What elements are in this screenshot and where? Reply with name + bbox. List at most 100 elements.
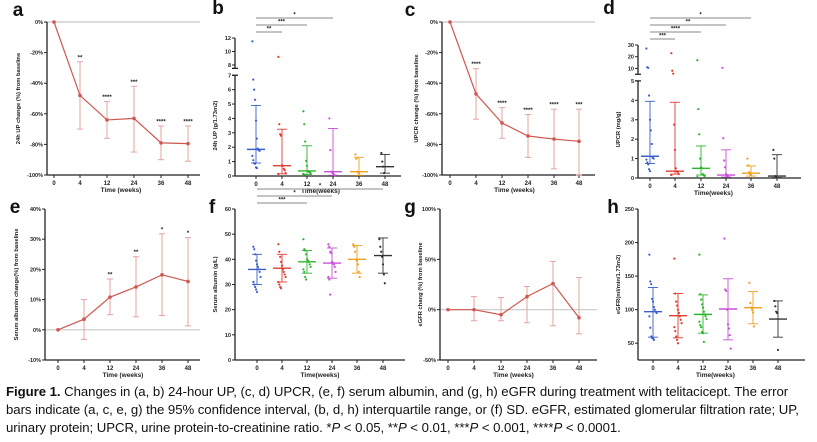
comparison-label: * xyxy=(293,13,296,19)
data-point xyxy=(277,172,280,175)
data-point xyxy=(748,281,751,284)
x-tick-label: 48 xyxy=(576,366,583,372)
data-point xyxy=(254,98,257,101)
data-point xyxy=(676,171,679,174)
comparison-label: ** xyxy=(686,20,691,26)
panel-h: 50 100 150 200 250 0 4 12 24 36 48 Time(weeks) eGFR(… xyxy=(605,195,809,381)
data-point xyxy=(726,323,730,326)
series-line xyxy=(53,21,189,145)
data-point xyxy=(700,326,703,329)
y-axis-label: UPCR (mg/g) xyxy=(616,112,622,148)
y-tick-label: 10 xyxy=(225,49,231,55)
data-point xyxy=(355,259,359,262)
x-tick-label: 36 xyxy=(159,366,166,372)
data-point xyxy=(251,154,254,157)
data-point xyxy=(670,52,673,55)
data-point xyxy=(701,306,705,309)
data-point xyxy=(776,348,780,352)
data-point xyxy=(750,306,753,309)
panel-c: 0% -20% -40% -60% -80% -100% 0 4 12 24 36 48 Time (w… xyxy=(405,0,609,194)
data-point xyxy=(704,315,707,318)
x-tick-label: 4 xyxy=(673,184,677,190)
data-point xyxy=(701,332,705,335)
panel-b: 0 1 2 3 4 5 6 7 8 10 12 0 4 12 24 36 48 Time(weeks) 24h UP… xyxy=(205,0,409,195)
data-point xyxy=(728,334,731,337)
y-tick-label: -20% xyxy=(425,51,438,57)
significance-label: *** xyxy=(575,103,583,109)
data-point xyxy=(698,253,701,256)
data-point xyxy=(676,308,680,311)
x-tick-label: 0 xyxy=(448,181,452,187)
series-line xyxy=(57,274,189,331)
y-axis-label: 24h UP change (%) from baseline xyxy=(16,52,22,144)
data-point xyxy=(327,243,330,246)
x-tick-label: 36 xyxy=(551,181,558,187)
data-point xyxy=(333,174,336,177)
series-line xyxy=(448,282,580,319)
data-point xyxy=(252,280,255,284)
data-point xyxy=(696,59,699,62)
x-tick-label: 0 xyxy=(648,184,652,190)
data-point xyxy=(252,78,255,81)
data-point xyxy=(670,173,673,177)
data-point xyxy=(500,121,504,125)
panel-letter: d xyxy=(603,0,615,19)
significance-label: **** xyxy=(549,103,559,109)
data-point xyxy=(327,275,330,279)
y-tick-label: 7 xyxy=(228,73,231,79)
y-tick-label: 40% xyxy=(30,207,41,213)
panel-letter: a xyxy=(13,0,24,21)
data-point xyxy=(526,134,530,138)
data-point xyxy=(186,279,190,284)
data-point xyxy=(680,321,683,325)
series-line xyxy=(449,21,580,142)
x-tick-label: 4 xyxy=(474,181,478,187)
data-point xyxy=(278,123,281,126)
data-point xyxy=(252,159,255,162)
data-point xyxy=(648,118,652,121)
data-point xyxy=(647,66,650,69)
data-point xyxy=(749,301,752,305)
data-point xyxy=(697,107,700,111)
data-point xyxy=(678,315,681,318)
x-tick-label: 48 xyxy=(576,181,583,187)
y-tick-label: 3 xyxy=(631,118,634,124)
data-point xyxy=(305,278,308,281)
data-point xyxy=(673,148,677,151)
x-axis-label: Time(weeks) xyxy=(696,372,735,379)
data-point xyxy=(651,300,655,303)
x-tick-label: 36 xyxy=(748,184,755,190)
data-point xyxy=(699,324,702,327)
data-point xyxy=(328,278,331,281)
x-tick-label: 24 xyxy=(725,366,732,372)
y-tick-label: 30 xyxy=(628,43,634,49)
x-axis-label: Time (weeks) xyxy=(494,187,535,194)
y-tick-label: 4 xyxy=(631,98,635,104)
comparison-label: * xyxy=(699,13,702,19)
chart-c: 0% -20% -40% -60% -80% -100% 0 4 12 24 36 48 Time (w… xyxy=(405,0,595,194)
data-point xyxy=(354,250,357,253)
x-tick-label: 12 xyxy=(107,366,114,372)
y-tick-label: -40% xyxy=(30,81,43,87)
data-point xyxy=(280,264,284,267)
data-point xyxy=(258,270,261,274)
x-tick-label: 24 xyxy=(133,366,140,372)
y-axis-label: UPCR change (%) from baseline xyxy=(414,54,420,143)
data-point xyxy=(752,325,755,328)
data-point xyxy=(255,259,258,262)
data-point xyxy=(551,281,555,286)
y-tick-label: 100 xyxy=(625,308,634,314)
data-point xyxy=(446,307,450,312)
data-point xyxy=(650,142,653,146)
significance-label: ** xyxy=(78,55,83,61)
data-point xyxy=(253,283,256,286)
x-tick-label: 12 xyxy=(304,182,311,188)
data-point xyxy=(649,326,652,329)
significance-label: **** xyxy=(523,108,533,114)
significance-label: **** xyxy=(471,62,481,68)
data-point xyxy=(724,166,727,169)
x-tick-label: 4 xyxy=(280,182,284,188)
x-tick-label: 4 xyxy=(82,366,86,372)
data-point xyxy=(676,338,679,341)
data-point xyxy=(382,273,385,276)
